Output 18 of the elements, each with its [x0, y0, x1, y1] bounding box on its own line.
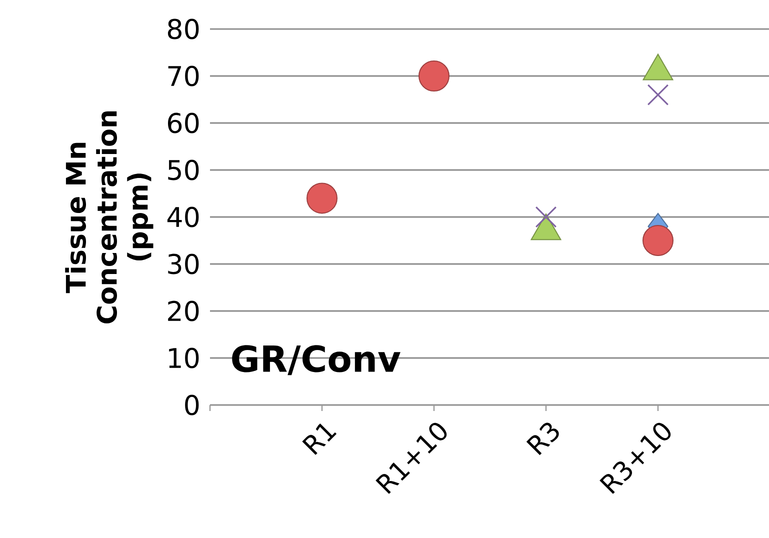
y-tick-label: 70: [168, 66, 199, 86]
y-tick-label: 60: [168, 112, 199, 134]
point: [418, 60, 450, 92]
y-axis-title: Tissue Mn Concentration (ppm): [65, 111, 154, 324]
y-tick-label: 80: [168, 18, 199, 40]
x-tick-label: R3: [526, 422, 559, 456]
annotation: GR/Conv: [232, 345, 400, 376]
y-tick-label: 20: [168, 300, 199, 322]
point: [306, 182, 338, 214]
y-tick-label: 0: [185, 394, 199, 416]
y-tick-label: 30: [168, 254, 199, 274]
y-tick-label: 10: [169, 348, 199, 368]
x-tick-label: R1: [302, 423, 337, 455]
y-tick-label: 40: [167, 206, 199, 228]
point: [535, 206, 557, 228]
point: [647, 84, 669, 106]
y-tick-label: 50: [168, 160, 199, 180]
point: [642, 224, 674, 256]
